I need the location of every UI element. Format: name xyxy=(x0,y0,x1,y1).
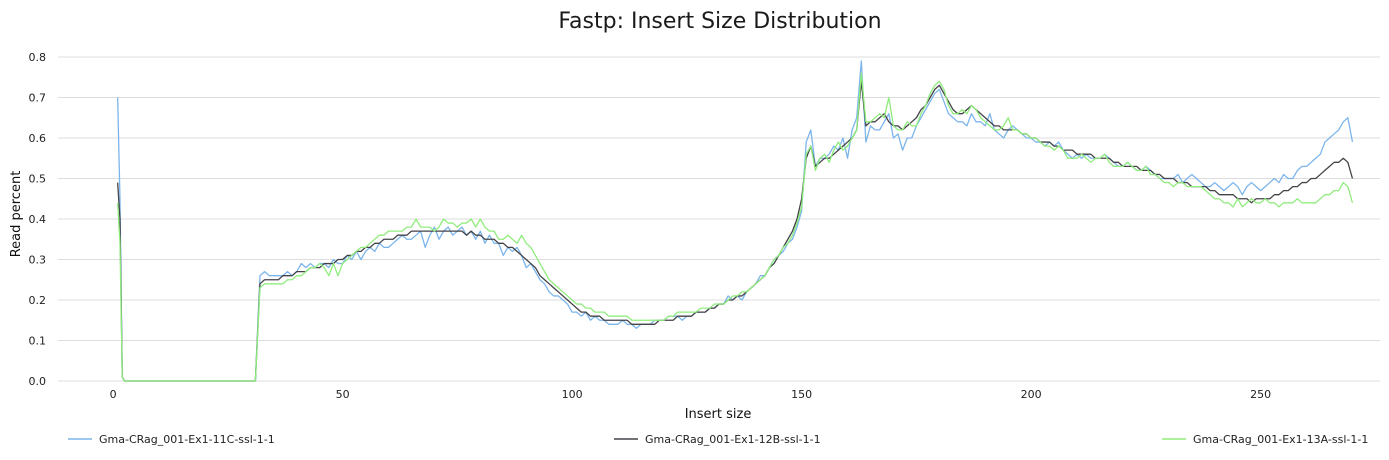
y-tick-label: 0.2 xyxy=(29,294,47,307)
legend-label: Gma-CRag_001-Ex1-12B-ssl-1-1 xyxy=(645,433,821,446)
y-tick-label: 0.4 xyxy=(29,213,47,226)
x-axis-label: Insert size xyxy=(685,407,752,422)
x-tick-label: 50 xyxy=(336,388,350,401)
chart-title: Fastp: Insert Size Distribution xyxy=(558,9,881,34)
x-tick-label: 200 xyxy=(1021,388,1042,401)
legend-item[interactable]: Gma-CRag_001-Ex1-12B-ssl-1-1 xyxy=(614,433,821,446)
y-tick-label: 0.8 xyxy=(29,51,47,64)
x-tick-label: 150 xyxy=(791,388,812,401)
y-tick-label: 0.5 xyxy=(29,173,47,186)
series-line-3[interactable] xyxy=(117,72,1354,382)
x-tick-label: 100 xyxy=(562,388,583,401)
y-tick-label: 0.7 xyxy=(29,92,47,105)
legend-label: Gma-CRag_001-Ex1-13A-ssl-1-1 xyxy=(1193,433,1368,446)
y-tick-label: 0.0 xyxy=(29,375,47,388)
y-tick-label: 0.3 xyxy=(29,254,47,267)
y-tick-label: 0.1 xyxy=(29,335,47,348)
x-tick-label: 250 xyxy=(1250,388,1271,401)
legend-item[interactable]: Gma-CRag_001-Ex1-13A-ssl-1-1 xyxy=(1162,433,1368,446)
legend-item[interactable]: Gma-CRag_001-Ex1-11C-ssl-1-1 xyxy=(68,433,275,446)
x-tick-label: 0 xyxy=(110,388,117,401)
legend-label: Gma-CRag_001-Ex1-11C-ssl-1-1 xyxy=(99,433,275,446)
series-line-2[interactable] xyxy=(117,80,1354,382)
series-line-1[interactable] xyxy=(117,60,1354,382)
x-axis-ticks: 0 50 100 150 200 250 xyxy=(110,388,1272,401)
gridlines xyxy=(58,56,1380,382)
y-axis-label: Read percent xyxy=(9,171,24,258)
series-lines xyxy=(117,60,1354,382)
legend: Gma-CRag_001-Ex1-11C-ssl-1-1 Gma-CRag_001… xyxy=(68,433,1368,446)
y-tick-label: 0.6 xyxy=(29,132,47,145)
y-axis-ticks: 0.0 0.1 0.2 0.3 0.4 0.5 0.6 0.7 0.8 xyxy=(29,51,47,388)
